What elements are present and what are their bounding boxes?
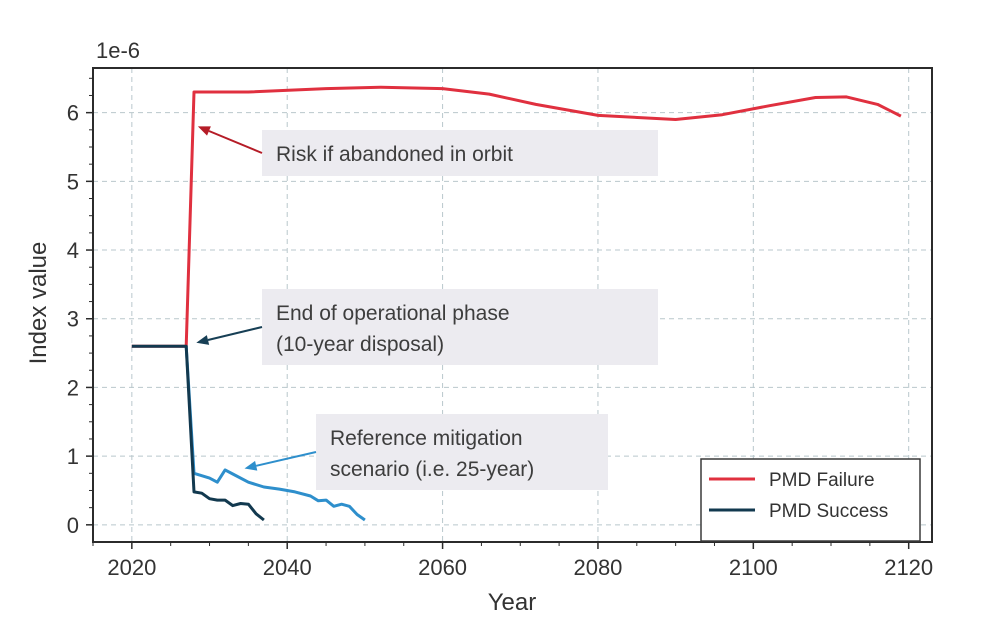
y-tick-label: 0 xyxy=(67,513,79,538)
legend-label: PMD Failure xyxy=(769,470,875,491)
legend-box xyxy=(700,458,921,542)
axes-layer: 2020 2040 2060 2080 2100 2120 0 1 2 3 4 5 6 xyxy=(67,67,933,580)
annotation-text: Reference mitigation xyxy=(330,427,523,450)
series-line-reference-mitigation-scenario xyxy=(184,346,366,522)
series-line-pmd-failure xyxy=(131,85,902,348)
series-layer xyxy=(131,85,902,522)
annotation-2: End of operational phase (10-year disposa… xyxy=(196,289,658,365)
annotation-arrowhead xyxy=(197,126,211,136)
annotation-3: Reference mitigation scenario (i.e. 25-ye… xyxy=(244,414,608,490)
annotation-arrowhead xyxy=(244,460,258,471)
x-tick-label: 2100 xyxy=(729,555,778,580)
y-tick-label: 6 xyxy=(67,101,79,126)
y-tick-label: 3 xyxy=(67,307,79,332)
legend-label: PMD Success xyxy=(769,501,888,522)
y-tick-label: 2 xyxy=(67,375,79,400)
x-axis-label: Year xyxy=(488,589,537,616)
annotation-text: scenario (i.e. 25-year) xyxy=(330,458,534,481)
x-tick-label: 2080 xyxy=(573,555,622,580)
annotation-arrow xyxy=(255,451,317,467)
x-tick-label: 2060 xyxy=(418,555,467,580)
annotation-arrow xyxy=(207,326,263,341)
legend: PMD Failure PMD Success xyxy=(700,458,921,542)
y-tick-label: 5 xyxy=(67,169,79,194)
annotation-text: Risk if abandoned in orbit xyxy=(276,143,513,166)
annotation-box xyxy=(262,130,658,176)
annotation-layer: Risk if abandoned in orbit End of operati… xyxy=(196,126,658,490)
y-tick-label: 4 xyxy=(67,238,79,263)
y-scale-label: 1e-6 xyxy=(96,38,140,63)
annotation-arrowhead xyxy=(196,335,210,345)
x-tick-label: 2020 xyxy=(107,555,156,580)
plot-frame xyxy=(92,67,933,543)
y-axis-label: Index value xyxy=(25,242,52,365)
y-tick-label: 1 xyxy=(67,444,79,469)
annotation-box xyxy=(316,414,608,490)
annotation-1: Risk if abandoned in orbit xyxy=(197,126,658,176)
annotation-text: (10-year disposal) xyxy=(276,333,444,356)
annotation-text: End of operational phase xyxy=(276,302,510,325)
annotation-box xyxy=(262,289,658,365)
x-tick-label: 2120 xyxy=(884,555,933,580)
annotation-arrow xyxy=(208,130,263,154)
series-line-pmd-success xyxy=(131,344,265,522)
x-tick-label: 2040 xyxy=(263,555,312,580)
